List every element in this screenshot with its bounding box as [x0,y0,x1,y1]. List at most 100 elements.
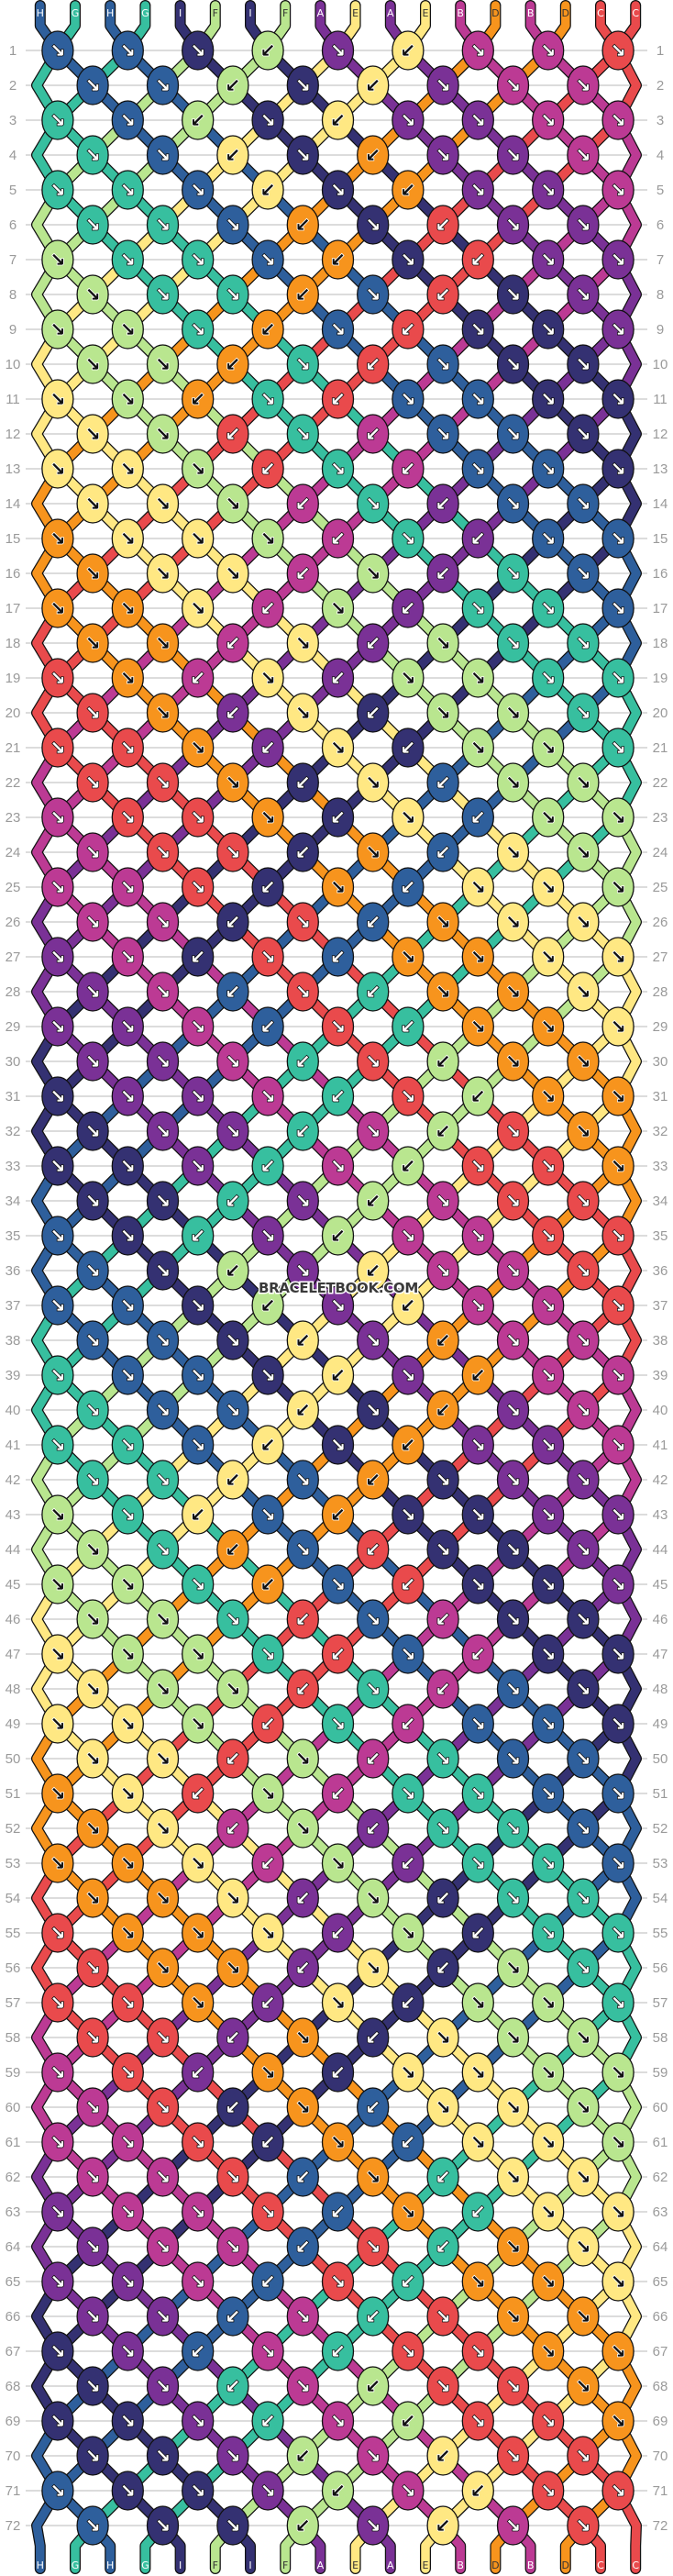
arrow-down-right-icon: ↘ [576,214,591,236]
arrow-down-right-icon: ↘ [85,74,101,96]
arrow-down-right-icon: ↘ [85,1678,101,1700]
arrow-down-right-icon: ↘ [50,2480,66,2502]
knot [111,1285,144,1326]
knot [357,1808,390,1849]
arrow-down-left-icon: ↙ [436,2515,451,2537]
arrow-down-left-icon: ↙ [226,1817,241,1839]
arrow-down-right-icon: ↘ [50,1713,66,1735]
arrow-down-right-icon: ↘ [540,2061,556,2083]
arrow-down-left-icon: ↙ [226,1190,241,1212]
arrow-down-right-icon: ↘ [120,2480,136,2502]
row-number-right: 41 [653,1438,668,1453]
arrow-down-left-icon: ↙ [190,667,205,689]
string-label-bottom: H [106,2559,114,2571]
arrow-down-left-icon: ↙ [436,2166,451,2188]
arrow-down-right-icon: ↘ [401,1085,416,1107]
knot [357,2226,390,2267]
knot [321,1355,355,1395]
row-number-left: 61 [6,2135,21,2150]
arrow-down-left-icon: ↙ [401,1016,416,1038]
row-number-left: 46 [6,1612,21,1627]
knot [496,762,530,803]
knot [392,30,425,71]
arrow-down-left-icon: ↙ [295,2236,311,2258]
row-number-left: 35 [6,1228,21,1244]
knot [601,379,634,419]
knot [76,135,109,175]
knot [146,1529,180,1570]
arrow-down-left-icon: ↙ [295,2445,311,2467]
arrow-down-right-icon: ↘ [505,2026,521,2049]
row-number-left: 18 [6,636,21,651]
row-number-left: 9 [9,322,17,338]
knot [111,1564,144,1604]
arrow-down-right-icon: ↘ [85,423,101,445]
arrow-down-right-icon: ↘ [505,1748,521,1770]
knot [496,1948,530,1988]
arrow-down-left-icon: ↙ [226,2305,241,2327]
arrow-down-right-icon: ↘ [260,1782,276,1804]
knot [532,867,565,907]
arrow-down-right-icon: ↘ [85,632,101,654]
knot [146,1111,180,1151]
arrow-down-right-icon: ↘ [401,946,416,968]
arrow-down-right-icon: ↘ [120,109,136,131]
knot [461,518,494,559]
string-label-bottom: C [632,2559,639,2571]
arrow-down-right-icon: ↘ [120,2201,136,2223]
arrow-down-right-icon: ↘ [505,74,521,96]
arrow-down-left-icon: ↙ [470,2201,486,2223]
knot [392,937,425,977]
row-number-right: 14 [653,496,668,512]
knot [601,1494,634,1535]
arrow-down-right-icon: ↘ [226,1329,241,1351]
knot [286,274,319,315]
knot [321,30,355,71]
knot [496,483,530,524]
arrow-down-left-icon: ↙ [190,109,205,131]
knot [601,1006,634,1047]
knot [216,1878,249,1918]
arrow-down-right-icon: ↘ [155,1329,171,1351]
arrow-down-right-icon: ↘ [260,2480,276,2502]
knot [146,902,180,942]
row-number-right: 2 [656,78,664,94]
arrow-down-right-icon: ↘ [85,283,101,305]
thread-B [32,1,641,2573]
knot [76,623,109,663]
arrow-down-left-icon: ↙ [226,702,241,724]
knot [357,1111,390,1151]
row-number-left: 2 [9,78,17,94]
arrow-down-right-icon: ↘ [470,388,486,410]
arrow-down-right-icon: ↘ [50,2131,66,2153]
row-number-right: 49 [653,1716,668,1732]
arrow-down-right-icon: ↘ [611,2061,626,2083]
arrow-down-right-icon: ↘ [436,911,451,933]
arrow-down-right-icon: ↘ [576,1817,591,1839]
arrow-down-right-icon: ↘ [155,1957,171,1979]
string-label-top: D [491,7,499,19]
arrow-down-right-icon: ↘ [85,1748,101,1770]
knot [216,762,249,803]
arrow-down-left-icon: ↙ [260,318,276,340]
knot [111,1076,144,1116]
knot [76,972,109,1012]
knot [461,2052,494,2093]
arrow-down-right-icon: ↘ [120,1852,136,1874]
knot [461,239,494,280]
arrow-down-right-icon: ↘ [295,702,311,724]
row-number-right: 62 [653,2170,668,2185]
knot [601,658,634,698]
knot [111,1704,144,1744]
knot [76,2226,109,2267]
knot [111,379,144,419]
arrow-down-right-icon: ↘ [611,1504,626,1526]
knot [76,832,109,872]
row-number-right: 9 [656,322,664,338]
arrow-down-right-icon: ↘ [505,1957,521,1979]
arrow-down-right-icon: ↘ [576,423,591,445]
knot [392,1355,425,1395]
knot [392,1982,425,2023]
knot [321,1076,355,1116]
knot [392,1564,425,1604]
